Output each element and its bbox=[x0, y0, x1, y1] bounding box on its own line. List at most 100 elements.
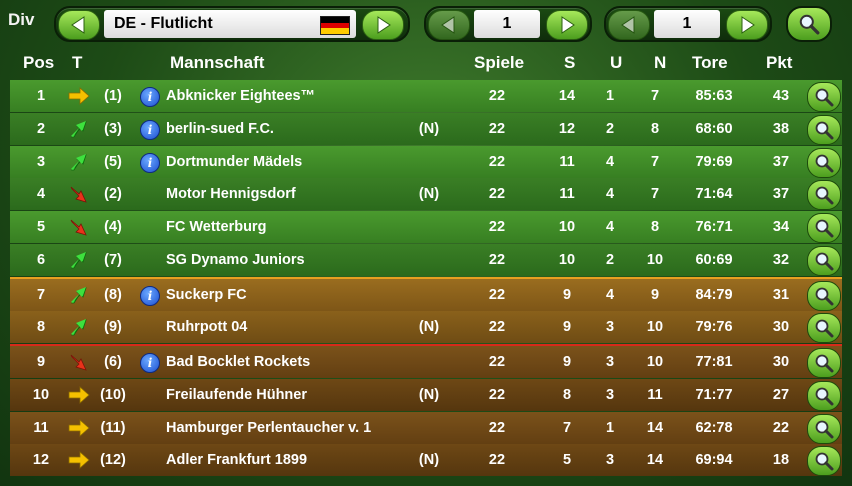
prev-league-button[interactable] bbox=[58, 10, 100, 40]
row-team-name[interactable]: Suckerp FC bbox=[166, 286, 247, 303]
arrow-right-icon bbox=[741, 16, 755, 34]
info-icon[interactable]: i bbox=[140, 152, 160, 173]
page-selector-two: 1 bbox=[604, 6, 772, 42]
prev-page-two-button[interactable] bbox=[608, 10, 650, 40]
row-details-button[interactable] bbox=[807, 380, 841, 411]
magnifier-icon bbox=[799, 14, 820, 35]
row-losses: 14 bbox=[646, 419, 664, 436]
row-team-name[interactable]: Adler Frankfurt 1899 bbox=[166, 452, 308, 469]
row-points: 37 bbox=[772, 186, 790, 203]
page-two-value: 1 bbox=[682, 15, 692, 32]
row-team-name[interactable]: Abknicker Eightees™ bbox=[166, 88, 316, 104]
table-row[interactable]: 11 (11) Hamburger Perlentaucher v. 1 22 7 1 14… bbox=[10, 411, 842, 444]
magnifier-icon bbox=[815, 387, 834, 406]
next-page-two-button[interactable] bbox=[726, 10, 768, 40]
row-losses: 10 bbox=[646, 251, 664, 268]
magnifier-icon bbox=[815, 121, 834, 140]
row-details-button[interactable] bbox=[807, 213, 841, 243]
next-league-button[interactable] bbox=[362, 10, 404, 40]
table-row[interactable]: 8 (9) Ruhrpott 04 (N) 22 9 3 10 79:76 30 bbox=[10, 311, 842, 344]
table-row[interactable]: 7 (8) i Suckerp FC 22 9 4 9 84:79 31 bbox=[10, 276, 842, 311]
row-details-button[interactable] bbox=[807, 114, 841, 145]
row-details-button[interactable] bbox=[807, 82, 841, 112]
table-row[interactable]: 6 (7) SG Dynamo Juniors 22 10 2 10 60:69 32 bbox=[10, 243, 842, 276]
row-goals: 71:64 bbox=[695, 186, 733, 203]
row-losses: 11 bbox=[647, 386, 663, 403]
info-icon[interactable]: i bbox=[140, 285, 160, 306]
search-button[interactable] bbox=[786, 6, 832, 42]
row-team-name[interactable]: Dortmunder Mädels bbox=[166, 153, 303, 170]
info-icon[interactable]: i bbox=[140, 353, 160, 373]
row-wins: 11 bbox=[559, 153, 575, 170]
row-details-button[interactable] bbox=[807, 245, 841, 276]
row-details-button[interactable] bbox=[807, 348, 841, 378]
row-position: 9 bbox=[36, 354, 46, 370]
page-two-field: 1 bbox=[654, 10, 720, 38]
row-new-badge: (N) bbox=[418, 120, 440, 137]
header-wins: S bbox=[564, 53, 576, 72]
table-row[interactable]: 3 (5) i Dortmunder Mädels 22 11 4 7 79:69 37 bbox=[10, 145, 842, 178]
row-team-name[interactable]: Ruhrpott 04 bbox=[166, 319, 248, 336]
next-page-one-button[interactable] bbox=[546, 10, 588, 40]
row-wins: 7 bbox=[562, 419, 572, 436]
trend-up-icon bbox=[68, 153, 90, 171]
header-goals: Tore bbox=[692, 53, 728, 72]
row-wins: 14 bbox=[558, 88, 576, 104]
row-position: 12 bbox=[32, 452, 50, 469]
row-points: 18 bbox=[772, 452, 790, 469]
row-games: 22 bbox=[488, 419, 506, 436]
row-new-badge: (N) bbox=[418, 319, 440, 336]
table-row[interactable]: 1 (1) i Abknicker Eightees™ 22 14 1 7 85:63 43 bbox=[10, 80, 842, 112]
page-one-value: 1 bbox=[502, 15, 512, 32]
row-details-button[interactable] bbox=[807, 147, 841, 178]
row-wins: 11 bbox=[559, 186, 575, 203]
table-row[interactable]: 10 (10) Freilaufende Hühner (N) 22 8 3 11 71:77 2… bbox=[10, 378, 842, 411]
magnifier-icon bbox=[815, 354, 834, 373]
row-details-button[interactable] bbox=[807, 313, 841, 344]
row-details-button[interactable] bbox=[807, 280, 841, 311]
trend-right-icon bbox=[68, 418, 90, 437]
row-team-name[interactable]: FC Wetterburg bbox=[166, 219, 267, 235]
header-games: Spiele bbox=[474, 53, 525, 72]
row-draws: 3 bbox=[605, 354, 615, 370]
row-wins: 10 bbox=[558, 219, 576, 235]
trend-up-icon bbox=[68, 251, 90, 269]
row-games: 22 bbox=[488, 88, 506, 104]
league-name: DE - Flutlicht bbox=[114, 15, 213, 32]
info-icon[interactable]: i bbox=[140, 119, 160, 140]
row-details-button[interactable] bbox=[807, 446, 841, 477]
row-draws: 3 bbox=[605, 319, 615, 336]
german-flag-icon bbox=[320, 16, 350, 35]
arrow-left-icon bbox=[71, 16, 85, 34]
row-wins: 9 bbox=[562, 354, 572, 370]
prev-page-one-button[interactable] bbox=[428, 10, 470, 40]
standings-table: 1 (1) i Abknicker Eightees™ 22 14 1 7 85:63 43 2 (3… bbox=[10, 80, 842, 477]
magnifier-icon bbox=[815, 420, 834, 438]
magnifier-icon bbox=[815, 319, 834, 338]
row-position: 5 bbox=[36, 219, 46, 235]
table-row[interactable]: 4 (2) Motor Hennigsdorf (N) 22 11 4 7 71:64 37 bbox=[10, 178, 842, 211]
league-name-field: DE - Flutlicht bbox=[104, 10, 356, 38]
magnifier-icon bbox=[815, 154, 834, 172]
row-team-name[interactable]: Freilaufende Hühner bbox=[166, 386, 307, 403]
row-goals: 79:69 bbox=[695, 153, 733, 170]
row-team-name[interactable]: Hamburger Perlentaucher v. 1 bbox=[166, 419, 372, 436]
row-details-button[interactable] bbox=[807, 413, 841, 444]
row-team-name[interactable]: berlin-sued F.C. bbox=[166, 120, 274, 137]
row-position: 6 bbox=[36, 251, 46, 268]
table-row[interactable]: 9 (6) i Bad Bocklet Rockets 22 9 3 10 77:81 30 bbox=[10, 344, 842, 378]
row-previous-position: (9) bbox=[104, 319, 122, 336]
row-previous-position: (10) bbox=[100, 386, 126, 403]
row-team-name[interactable]: SG Dynamo Juniors bbox=[166, 251, 305, 268]
row-team-name[interactable]: Motor Hennigsdorf bbox=[166, 186, 296, 203]
info-icon[interactable]: i bbox=[140, 87, 160, 107]
magnifier-icon bbox=[815, 252, 834, 271]
table-row[interactable]: 2 (3) i berlin-sued F.C. (N) 22 12 2 8 68:60 38 bbox=[10, 112, 842, 145]
row-losses: 9 bbox=[650, 286, 660, 303]
trend-up-icon bbox=[68, 318, 90, 336]
row-details-button[interactable] bbox=[807, 180, 841, 211]
table-row[interactable]: 5 (4) FC Wetterburg 22 10 4 8 76:71 34 bbox=[10, 211, 842, 243]
table-row[interactable]: 12 (12) Adler Frankfurt 1899 (N) 22 5 3 14 69:94… bbox=[10, 444, 842, 477]
row-team-name[interactable]: Bad Bocklet Rockets bbox=[166, 354, 311, 370]
trend-right-icon bbox=[68, 451, 90, 470]
